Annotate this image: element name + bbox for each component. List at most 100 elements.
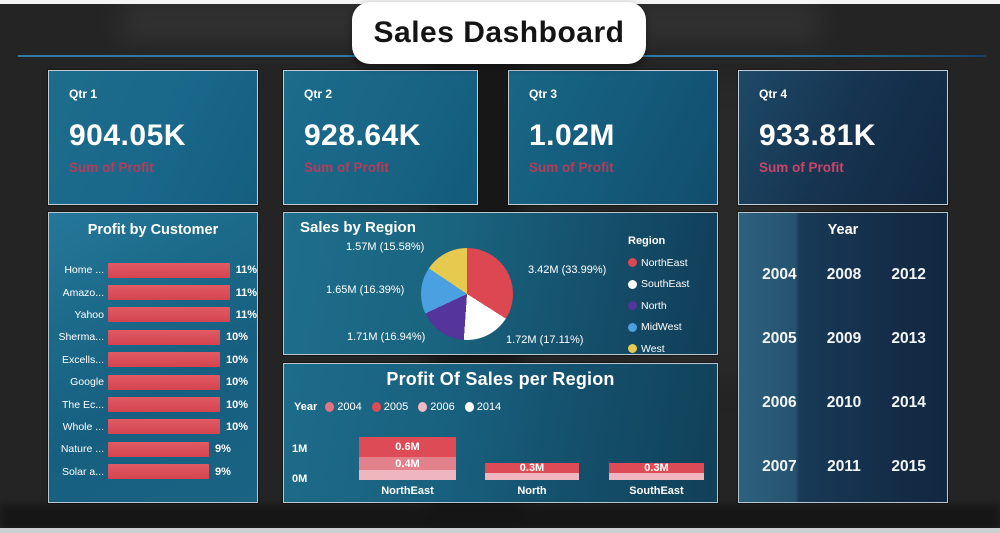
pie-data-label-southeast: 1.72M (17.11%) bbox=[506, 334, 584, 346]
year-slicer-panel: Year 2004 2008 2012 2005 2009 2013 2006 2010 201… bbox=[737, 211, 949, 504]
bar-row: Home ... 11% bbox=[49, 259, 257, 281]
bar-chart: Home ... 11% Amazo... 11% Yahoo 11% Sherma... 1… bbox=[49, 259, 257, 483]
kpi-caption: Sum of Profit bbox=[304, 160, 389, 175]
chart-title: Sales by Region bbox=[300, 219, 416, 236]
legend-dot bbox=[628, 322, 637, 332]
bar-row: Excells... 10% bbox=[49, 349, 257, 371]
y-axis-tick-0m: 0M bbox=[292, 473, 308, 485]
slicer-title: Year bbox=[827, 222, 859, 238]
bar-value-label: 10% bbox=[226, 331, 249, 344]
bar-segment[interactable] bbox=[359, 470, 456, 480]
bar[interactable] bbox=[108, 464, 209, 480]
stacked-bar-northeast[interactable]: 0.4M 0.6M bbox=[359, 437, 456, 480]
year-option-2005[interactable]: 2005 bbox=[762, 330, 797, 347]
bar-category-label: The Ec... bbox=[61, 398, 104, 411]
bar-row: Solar a... 9% bbox=[49, 461, 257, 483]
year-option-2004[interactable]: 2004 bbox=[762, 266, 797, 283]
bar-segment[interactable]: 0.3M bbox=[609, 462, 704, 474]
year-option-2009[interactable]: 2009 bbox=[826, 330, 862, 347]
legend-label: 2004 bbox=[337, 401, 362, 413]
year-option-2007[interactable]: 2007 bbox=[762, 458, 797, 475]
legend-item-2006[interactable]: 2006 bbox=[418, 401, 455, 413]
legend-label: SouthEast bbox=[641, 278, 690, 290]
bar-row: Google 10% bbox=[49, 371, 257, 393]
bottom-border-strip bbox=[0, 528, 1000, 533]
legend-dot bbox=[418, 402, 428, 412]
bar-category-label: Google bbox=[70, 376, 104, 389]
legend-item-midwest[interactable]: MidWest bbox=[628, 321, 689, 333]
pie-data-label-north: 1.71M (16.94%) bbox=[347, 331, 426, 343]
bar-value-label: 10% bbox=[226, 420, 249, 433]
kpi-card-qtr4[interactable]: Qtr 4 933.81K Sum of Profit bbox=[737, 69, 949, 206]
bar-segment[interactable]: 0.4M bbox=[359, 457, 456, 470]
year-option-2012[interactable]: 2012 bbox=[891, 266, 926, 283]
legend-item-2014[interactable]: 2014 bbox=[464, 401, 502, 413]
pie-chart[interactable] bbox=[421, 248, 513, 340]
kpi-label: Qtr 2 bbox=[304, 87, 333, 101]
bar[interactable] bbox=[108, 374, 220, 390]
bar[interactable] bbox=[108, 397, 220, 413]
bar[interactable] bbox=[108, 262, 230, 278]
bar-value-label: 11% bbox=[235, 286, 257, 299]
bar-category-label: Whole ... bbox=[62, 420, 104, 433]
legend-item-northeast[interactable]: NorthEast bbox=[628, 257, 689, 269]
legend-item-2004[interactable]: 2004 bbox=[325, 401, 362, 413]
year-option-2013[interactable]: 2013 bbox=[891, 330, 926, 347]
bar[interactable] bbox=[108, 307, 230, 323]
legend-dot bbox=[325, 402, 335, 412]
year-option-2010[interactable]: 2010 bbox=[826, 394, 862, 411]
kpi-label: Qtr 4 bbox=[759, 87, 788, 101]
bar[interactable] bbox=[108, 441, 209, 457]
legend-label: NorthEast bbox=[641, 256, 688, 269]
year-option-2006[interactable]: 2006 bbox=[762, 394, 797, 411]
stacked-bar-southeast[interactable]: 0.3M bbox=[609, 462, 704, 480]
bar-category-label: Sherma... bbox=[58, 331, 104, 344]
profit-by-customer-panel: Profit by Customer Home ... 11% Amazo... 11… bbox=[47, 211, 259, 504]
legend-label: 2006 bbox=[430, 401, 455, 413]
kpi-card-qtr2[interactable]: Qtr 2 928.64K Sum of Profit bbox=[282, 69, 479, 206]
bar-value-label: 11% bbox=[235, 308, 257, 321]
bar-value-label: 9% bbox=[215, 443, 231, 456]
kpi-value: 933.81K bbox=[759, 119, 876, 152]
legend-item-southeast[interactable]: SouthEast bbox=[628, 278, 689, 290]
bar-category-label: Yahoo bbox=[74, 308, 104, 321]
legend-label: 2014 bbox=[476, 401, 502, 413]
page-title-box: Sales Dashboard bbox=[352, 2, 646, 64]
bar[interactable] bbox=[108, 352, 220, 368]
kpi-value: 904.05K bbox=[69, 119, 186, 152]
x-axis-category-label: NorthEast bbox=[381, 485, 434, 497]
kpi-value: 928.64K bbox=[304, 119, 421, 152]
bar-row: Amazo... 11% bbox=[49, 281, 257, 303]
year-option-2014[interactable]: 2014 bbox=[891, 394, 926, 411]
kpi-card-qtr3[interactable]: Qtr 3 1.02M Sum of Profit bbox=[507, 69, 719, 206]
year-option-2011[interactable]: 2011 bbox=[827, 458, 861, 475]
bar-segment[interactable] bbox=[609, 473, 704, 480]
stacked-bar-north[interactable]: 0.3M bbox=[485, 462, 579, 480]
bar-row: Whole ... 10% bbox=[49, 416, 257, 438]
y-axis-tick-1m: 1M bbox=[292, 443, 308, 455]
year-option-2008[interactable]: 2008 bbox=[826, 266, 862, 283]
bar-segment[interactable]: 0.6M bbox=[359, 437, 456, 457]
bar[interactable] bbox=[108, 285, 230, 301]
region-legend: Region NorthEast SouthEast North MidWest Wes… bbox=[628, 235, 689, 355]
legend-item-west[interactable]: West bbox=[628, 343, 689, 355]
bar-segment[interactable]: 0.3M bbox=[485, 462, 579, 474]
year-option-2015[interactable]: 2015 bbox=[891, 458, 926, 475]
bar-value-label: 10% bbox=[226, 398, 249, 411]
legend-title: Year bbox=[294, 401, 318, 413]
legend-label: North bbox=[641, 299, 667, 312]
kpi-card-qtr1[interactable]: Qtr 1 904.05K Sum of Profit bbox=[47, 69, 259, 206]
legend-label: 2005 bbox=[383, 401, 409, 413]
bar-row: Yahoo 11% bbox=[49, 304, 257, 326]
legend-label: West bbox=[641, 342, 665, 355]
kpi-value: 1.02M bbox=[529, 119, 615, 152]
bar[interactable] bbox=[108, 329, 220, 345]
bar[interactable] bbox=[108, 419, 220, 435]
legend-item-north[interactable]: North bbox=[628, 300, 689, 312]
legend-item-2005[interactable]: 2005 bbox=[371, 401, 409, 413]
legend-dot bbox=[464, 402, 474, 412]
bar-segment[interactable] bbox=[485, 473, 579, 480]
legend-title: Region bbox=[628, 235, 666, 247]
page-title: Sales Dashboard bbox=[373, 16, 625, 49]
